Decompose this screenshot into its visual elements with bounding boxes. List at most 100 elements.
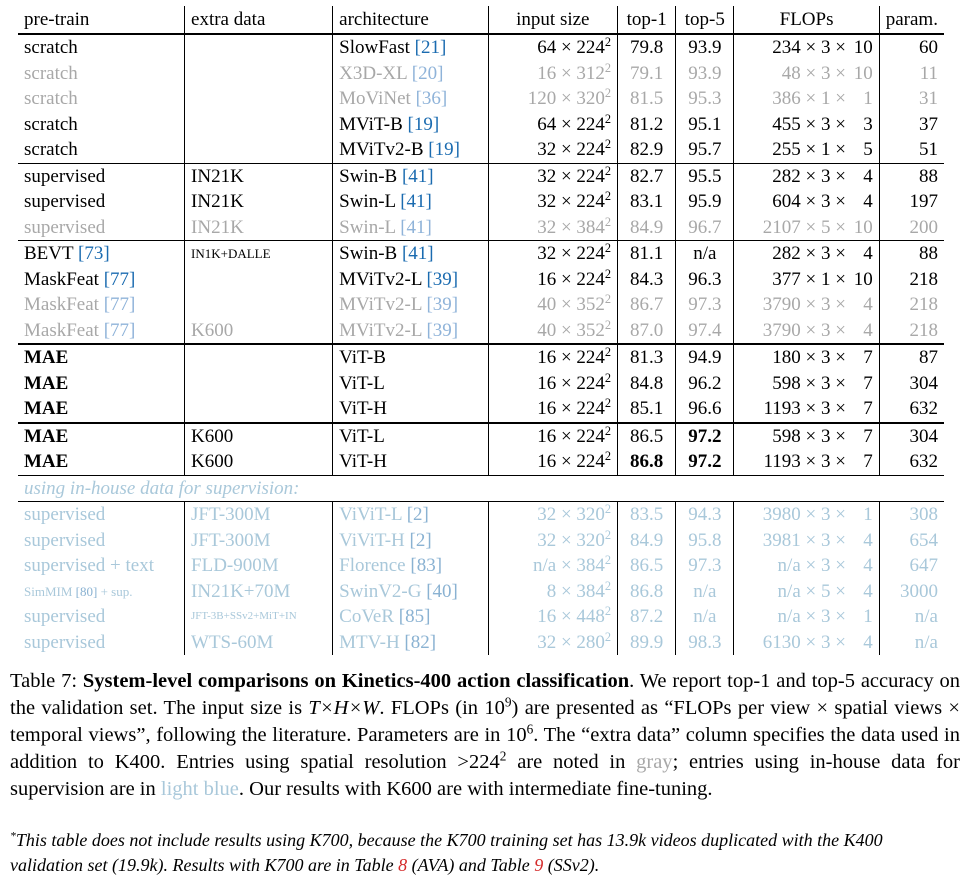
cell-architecture: MTV-H [82] xyxy=(332,629,489,655)
cell-flops: 2107 × 5 × 10 xyxy=(733,214,880,241)
flops-spatial-views: 3 xyxy=(820,451,831,473)
results-table: pre-train extra data architecture input … xyxy=(18,6,944,655)
param-value: n/a xyxy=(914,606,938,628)
input-frames: 32 xyxy=(537,216,557,238)
caption-exp-9: 9 xyxy=(504,694,512,710)
cell-extra-data xyxy=(184,370,333,396)
citation-link[interactable]: [80] xyxy=(75,583,98,599)
cell-top5: 96.3 xyxy=(675,266,734,292)
cell-extra-data: IN21K xyxy=(184,189,333,215)
citation-link[interactable]: [39] xyxy=(426,319,459,341)
table-row: SimMIM [80] + sup. IN21K+70M SwinV2-G [40]… xyxy=(18,578,944,605)
exponent-2: 2 xyxy=(604,604,612,619)
cell-pretrain: SimMIM [80] + sup. xyxy=(18,579,185,605)
cell-pretrain: supervised xyxy=(18,189,185,215)
cell-input-size: 16 × 2242 xyxy=(487,449,618,475)
cell-pretrain: supervised xyxy=(18,215,185,241)
citation-link[interactable]: [73] xyxy=(78,243,110,265)
exponent-2: 2 xyxy=(604,370,612,385)
top5-value: 97.3 xyxy=(688,555,722,577)
cell-input-size: 32 × 2242 xyxy=(487,137,618,163)
citation-link[interactable]: [77] xyxy=(103,319,136,341)
inhouse-label-row: using in-house data for supervision: xyxy=(18,474,944,502)
flops-spatial-views: 3 xyxy=(820,606,831,628)
citation-link[interactable]: [41] xyxy=(400,191,432,213)
architecture-label: X3D-XL xyxy=(339,62,408,84)
cell-param: 218 xyxy=(878,317,944,344)
cell-input-size: 40 × 3522 xyxy=(487,292,618,318)
extra-data-label: JFT-300M xyxy=(191,529,271,551)
top5-value: 96.2 xyxy=(688,372,722,394)
pretrain-label: scratch xyxy=(24,37,78,59)
citation-link[interactable]: [21] xyxy=(414,37,447,59)
cell-top1: 83.1 xyxy=(617,189,676,215)
citation-link[interactable]: [20] xyxy=(411,62,444,84)
flops-spatial-views: 3 xyxy=(820,347,831,369)
input-frames: 32 xyxy=(537,529,557,551)
param-value: 218 xyxy=(909,268,939,290)
citation-link[interactable]: [19] xyxy=(407,113,440,135)
citation-link[interactable]: [83] xyxy=(410,555,443,577)
top1-value: 86.5 xyxy=(630,555,664,577)
flops-spatial-views: 3 xyxy=(820,425,831,447)
cell-top1: 83.5 xyxy=(617,501,676,528)
cell-pretrain: MAE xyxy=(18,449,185,475)
exponent-2: 2 xyxy=(604,396,612,411)
input-frames: 32 xyxy=(537,243,557,265)
cell-extra-data: IN21K xyxy=(184,214,333,241)
top5-value: 96.6 xyxy=(688,398,722,420)
citation-link[interactable]: [41] xyxy=(401,165,434,187)
cell-input-size: 16 × 3122 xyxy=(487,60,618,86)
cell-input-size: 16 × 2242 xyxy=(487,266,618,292)
cell-extra-data: IN21K xyxy=(184,162,333,189)
flops-temporal-views: 4 xyxy=(863,529,873,551)
citation-link[interactable]: [2] xyxy=(409,529,432,551)
top5-value: 94.9 xyxy=(688,347,722,369)
header-architecture: architecture xyxy=(332,6,489,34)
param-value: 88 xyxy=(919,165,938,187)
input-resolution: 224 xyxy=(576,139,605,161)
cell-top1: 89.9 xyxy=(617,629,676,655)
pretrain-label: scratch xyxy=(24,62,78,84)
citation-link[interactable]: [40] xyxy=(426,580,458,602)
flops-spatial-views: 3 xyxy=(820,191,831,213)
flops-temporal-views: 4 xyxy=(863,165,873,187)
flops-spatial-views: 1 xyxy=(820,88,831,110)
top5-value: n/a xyxy=(693,580,717,602)
cell-flops: 1193 × 3 × 7 xyxy=(733,449,880,475)
architecture-label: Swin-B xyxy=(339,165,398,187)
flops-spatial-views: 5 xyxy=(820,216,831,238)
architecture-label: MViTv2-L xyxy=(339,294,422,316)
cell-pretrain: supervised xyxy=(18,630,185,656)
citation-link[interactable]: [82] xyxy=(404,631,437,653)
flops-spatial-views: 3 xyxy=(820,113,831,135)
pretrain-label: scratch xyxy=(24,88,78,110)
citation-link[interactable]: [41] xyxy=(401,243,434,265)
extra-data-label: WTS-60M xyxy=(191,631,274,653)
citation-link[interactable]: [36] xyxy=(415,88,448,110)
citation-link[interactable]: [41] xyxy=(400,216,432,238)
cell-param: 632 xyxy=(878,396,944,423)
citation-link[interactable]: [77] xyxy=(103,294,136,316)
footnote-ref-table8[interactable]: 8 xyxy=(398,855,408,875)
citation-link[interactable]: [39] xyxy=(426,294,459,316)
input-frames: 8 xyxy=(546,580,557,602)
input-frames: 16 xyxy=(537,425,557,447)
table-row: MAE K600 ViT-L 16 × 2242 86.5 97.2 598 × 3 × 7… xyxy=(18,421,944,449)
citation-link[interactable]: [39] xyxy=(426,268,459,290)
exponent-2: 2 xyxy=(604,111,612,126)
citation-link[interactable]: [85] xyxy=(398,606,431,628)
cell-flops: 3981 × 3 × 4 xyxy=(733,527,880,553)
citation-link[interactable]: [19] xyxy=(428,139,460,161)
footnote-ref-table9[interactable]: 9 xyxy=(534,855,544,875)
citation-link[interactable]: [77] xyxy=(103,268,136,290)
top5-value: 95.9 xyxy=(688,191,722,213)
citation-link[interactable]: [2] xyxy=(406,504,429,526)
extra-data-label: IN21K xyxy=(191,165,244,187)
extra-data-label: K600 xyxy=(191,319,234,341)
architecture-label: ViT-L xyxy=(339,372,385,394)
flops-spatial-views: 3 xyxy=(820,504,831,526)
flops-per-view: n/a xyxy=(777,555,801,577)
pretrain-label: MAE xyxy=(24,451,69,473)
cell-top1: 84.9 xyxy=(617,527,676,553)
